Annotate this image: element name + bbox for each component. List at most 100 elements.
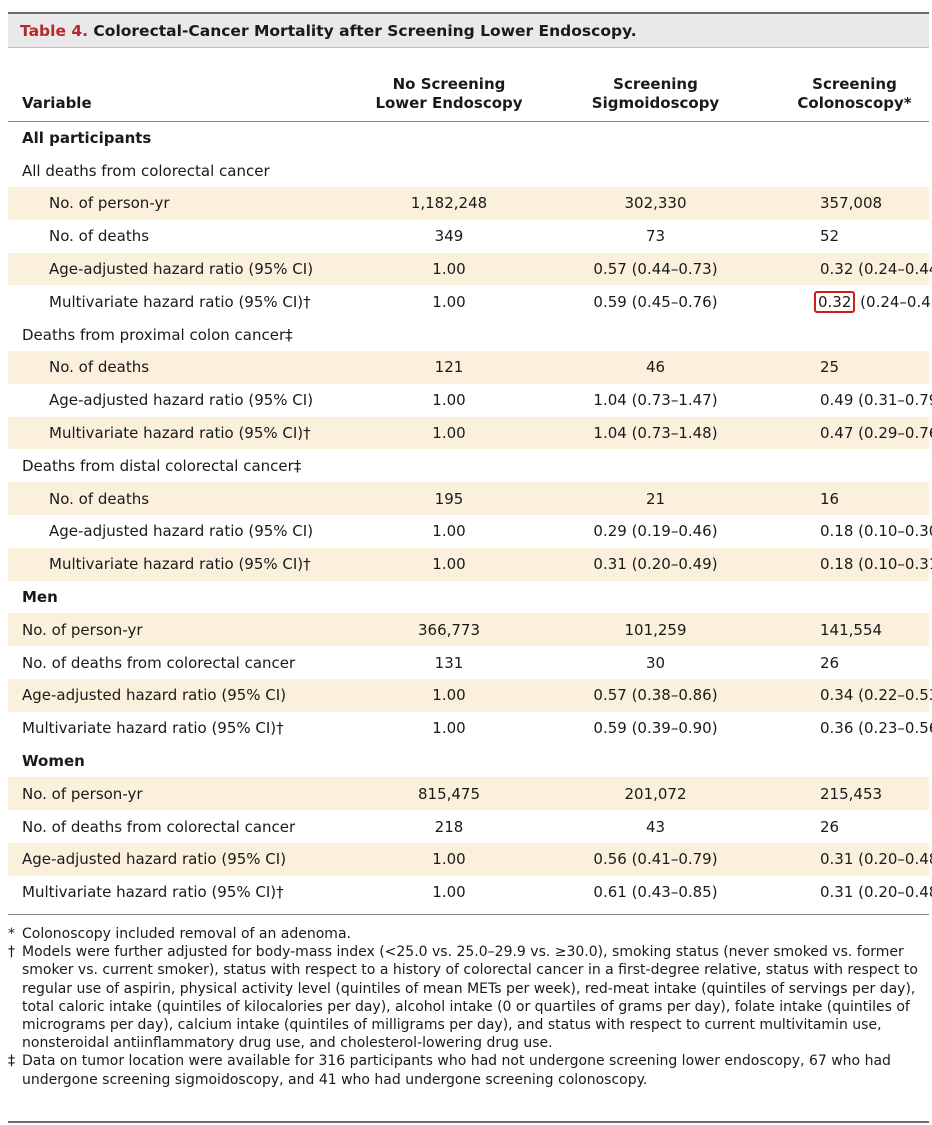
footnote-mark: ‡ bbox=[8, 1053, 15, 1070]
cell-value: 131 bbox=[434, 653, 464, 672]
cell-value: 0.49 (0.31–0.79) bbox=[820, 391, 932, 410]
table-row: Multivariate hazard ratio (95% CI)† 1.00 1… bbox=[8, 416, 932, 450]
table-row: Age-adjusted hazard ratio (95% CI) 1.00 0.… bbox=[8, 843, 932, 876]
cell-value: 101,259 bbox=[624, 620, 687, 639]
cell-value: 0.32 (0.24–0.45) bbox=[780, 285, 932, 318]
table-row: No. of deaths from colorectal cancer 218 4… bbox=[8, 810, 929, 843]
row-label: No. of deaths from colorectal cancer bbox=[22, 817, 296, 836]
cell-value bbox=[531, 318, 780, 351]
cell-value: 1.00 bbox=[432, 424, 466, 443]
table-row: No. of deaths from colorectal cancer 131 3… bbox=[8, 646, 929, 679]
cell-value: 0.31 (0.20–0.48) bbox=[820, 850, 932, 869]
cell-value: 1.00 bbox=[432, 391, 466, 410]
cell-value bbox=[367, 318, 531, 351]
cell-value: 1.00 bbox=[432, 850, 466, 869]
cell-value bbox=[531, 122, 780, 155]
cell-value: 0.47 (0.29–0.76) bbox=[820, 424, 932, 443]
row-label: Multivariate hazard ratio (95% CI)† bbox=[22, 883, 284, 902]
row-label: No. of deaths bbox=[49, 227, 150, 246]
row-label: No. of deaths from colorectal cancer bbox=[22, 653, 296, 672]
column-header-variable: Variable bbox=[8, 52, 367, 122]
row-label: No. of deaths bbox=[49, 489, 150, 508]
cell-value: 357,008 bbox=[820, 194, 883, 213]
column-header-colonoscopy: Screening Colonoscopy* bbox=[780, 52, 929, 122]
row-label: Men bbox=[22, 588, 58, 607]
column-header-sigmoidoscopy: Screening Sigmoidoscopy bbox=[531, 52, 780, 122]
row-label: Multivariate hazard ratio (95% CI)† bbox=[49, 555, 311, 574]
cell-value: 25 bbox=[820, 358, 840, 377]
footnote-text: Data on tumor location were available fo… bbox=[22, 1053, 891, 1088]
cell-value: 46 bbox=[645, 358, 666, 377]
cell-value: 0.61 (0.43–0.85) bbox=[593, 883, 718, 902]
cell-value: 302,330 bbox=[624, 194, 687, 213]
column-header-no-screening: No Screening Lower Endoscopy bbox=[367, 52, 531, 122]
cell-value bbox=[531, 449, 780, 482]
cell-value: 0.18 (0.10–0.31) bbox=[820, 555, 932, 574]
cell-value bbox=[367, 745, 531, 778]
row-label: No. of person-yr bbox=[22, 620, 143, 639]
cell-value: 1.00 bbox=[432, 260, 466, 279]
mortality-table: Variable No Screening Lower Endoscopy Scr… bbox=[8, 52, 932, 909]
header-row: Variable No Screening Lower Endoscopy Scr… bbox=[8, 52, 929, 122]
cell-value: 21 bbox=[645, 489, 666, 508]
highlight-box: 0.32 bbox=[814, 290, 856, 313]
cell-value: 30 bbox=[645, 653, 666, 672]
cell-value: 26 bbox=[820, 653, 840, 672]
cell-value bbox=[531, 745, 780, 778]
cell-value bbox=[780, 154, 929, 187]
footnotes: * Colonoscopy included removal of an aden… bbox=[8, 925, 929, 1089]
cell-value bbox=[367, 154, 531, 187]
table-row: Multivariate hazard ratio (95% CI)† 1.00 0… bbox=[8, 547, 932, 581]
table-row: Age-adjusted hazard ratio (95% CI) 1.00 0.… bbox=[8, 252, 932, 286]
table-row: Deaths from proximal colon cancer‡ bbox=[8, 318, 929, 351]
table-row: All deaths from colorectal cancer bbox=[8, 154, 929, 187]
cell-value: 0.32 (0.24–0.44) bbox=[820, 260, 932, 279]
table-row: Men bbox=[8, 581, 929, 614]
row-label: Age-adjusted hazard ratio (95% CI) bbox=[49, 260, 314, 279]
cell-value: 0.59 (0.39–0.90) bbox=[593, 719, 718, 738]
cell-value bbox=[367, 449, 531, 482]
footnote-text: Models were further adjusted for body-ma… bbox=[22, 944, 918, 1052]
row-label: Multivariate hazard ratio (95% CI)† bbox=[49, 292, 311, 311]
cell-value bbox=[780, 745, 929, 778]
cell-value bbox=[780, 318, 929, 351]
cell-value: 26 bbox=[820, 817, 840, 836]
table-row: Multivariate hazard ratio (95% CI)† 1.00 0… bbox=[8, 712, 932, 745]
cell-value: 0.57 (0.38–0.86) bbox=[593, 686, 718, 705]
cell-value bbox=[367, 581, 531, 614]
cell-value: 0.29 (0.19–0.46) bbox=[593, 522, 718, 541]
cell-value: 349 bbox=[434, 227, 464, 246]
cell-value bbox=[780, 581, 929, 614]
cell-value: 0.36 (0.23–0.56) bbox=[820, 719, 932, 738]
cell-value: 0.31 (0.20–0.48) bbox=[820, 883, 932, 902]
cell-value: 195 bbox=[434, 489, 464, 508]
table-number: Table 4. bbox=[20, 22, 89, 40]
cell-value: 815,475 bbox=[417, 784, 481, 803]
table-row: No. of person-yr 1,182,248 302,330 357,008 bbox=[8, 187, 929, 220]
cell-value bbox=[367, 122, 531, 155]
row-label: Age-adjusted hazard ratio (95% CI) bbox=[49, 391, 314, 410]
table-row: No. of person-yr 366,773 101,259 141,554 bbox=[8, 613, 929, 647]
footnote-mark: † bbox=[8, 944, 15, 961]
cell-value: 1.04 (0.73–1.47) bbox=[593, 391, 718, 410]
cell-value: 218 bbox=[434, 817, 464, 836]
table-row: Multivariate hazard ratio (95% CI)† 1.00 0… bbox=[8, 876, 932, 909]
footnote-text: Colonoscopy included removal of an adeno… bbox=[22, 926, 351, 942]
table-row: No. of deaths 349 73 52 bbox=[8, 220, 929, 253]
footnote: † Models were further adjusted for body-m… bbox=[8, 943, 929, 1052]
row-label: Multivariate hazard ratio (95% CI)† bbox=[49, 424, 311, 443]
table-row: No. of deaths 121 46 25 bbox=[8, 351, 929, 384]
table-body: All participants All deaths from colorect… bbox=[8, 122, 932, 909]
cell-value: 1.00 bbox=[432, 555, 466, 574]
row-label: Deaths from distal colorectal cancer‡ bbox=[22, 456, 302, 475]
cell-value: 0.34 (0.22–0.53) bbox=[820, 686, 932, 705]
table-row: Deaths from distal colorectal cancer‡ bbox=[8, 449, 929, 482]
cell-value: 1.00 bbox=[432, 522, 466, 541]
cell-value: 43 bbox=[645, 817, 666, 836]
cell-value-rest: (0.24–0.45) bbox=[860, 292, 932, 311]
table-row: No. of person-yr 815,475 201,072 215,453 bbox=[8, 777, 929, 811]
table-title: Colorectal-Cancer Mortality after Screen… bbox=[88, 22, 637, 40]
page-bottom-rule bbox=[8, 1121, 929, 1123]
row-label: No. of person-yr bbox=[22, 784, 143, 803]
